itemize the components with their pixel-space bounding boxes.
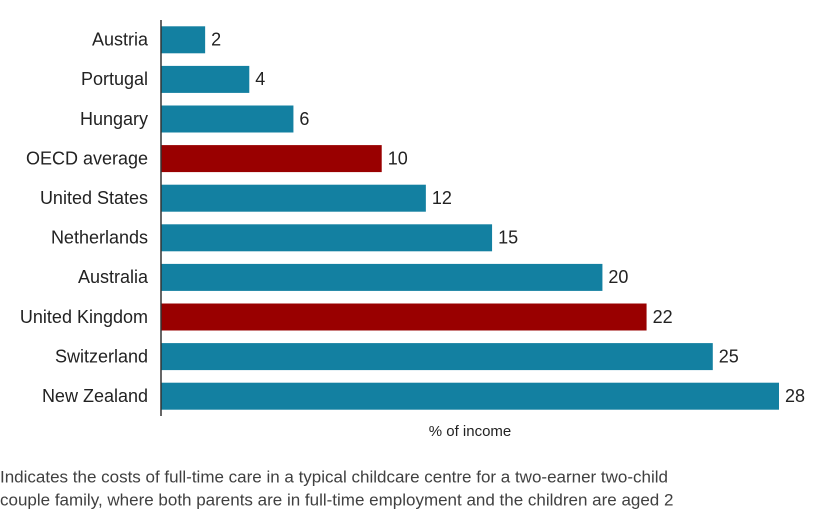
bar — [161, 145, 382, 173]
y-tick-label: United States — [40, 188, 148, 208]
value-label: 4 — [255, 69, 265, 89]
value-label: 2 — [211, 30, 221, 50]
note-line: couple family, where both parents are in… — [0, 490, 673, 509]
value-label: 12 — [432, 188, 452, 208]
value-label: 15 — [498, 228, 518, 248]
y-tick-label: United Kingdom — [20, 307, 148, 327]
y-tick-label: Switzerland — [55, 346, 148, 366]
y-tick-label: Netherlands — [51, 228, 148, 248]
y-tick-label: Portugal — [81, 69, 148, 89]
value-label: 28 — [785, 386, 805, 406]
bar — [161, 303, 647, 331]
bar — [161, 382, 779, 410]
x-axis-label: % of income — [429, 423, 512, 440]
y-tick-label: New Zealand — [42, 386, 148, 406]
bar — [161, 263, 603, 291]
y-tick-label: Austria — [92, 30, 149, 50]
value-label: 10 — [388, 148, 408, 168]
bar — [161, 184, 426, 212]
bar — [161, 65, 250, 93]
bar — [161, 26, 206, 54]
bar — [161, 224, 493, 252]
bar — [161, 343, 713, 371]
y-tick-label: Hungary — [80, 109, 148, 129]
value-label: 6 — [299, 109, 309, 129]
note-line: Indicates the costs of full-time care in… — [0, 467, 668, 486]
value-label: 25 — [719, 346, 739, 366]
value-label: 20 — [608, 267, 628, 287]
y-tick-label: OECD average — [26, 148, 148, 168]
y-tick-label: Australia — [78, 267, 149, 287]
value-label: 22 — [653, 307, 673, 327]
bar — [161, 105, 294, 133]
